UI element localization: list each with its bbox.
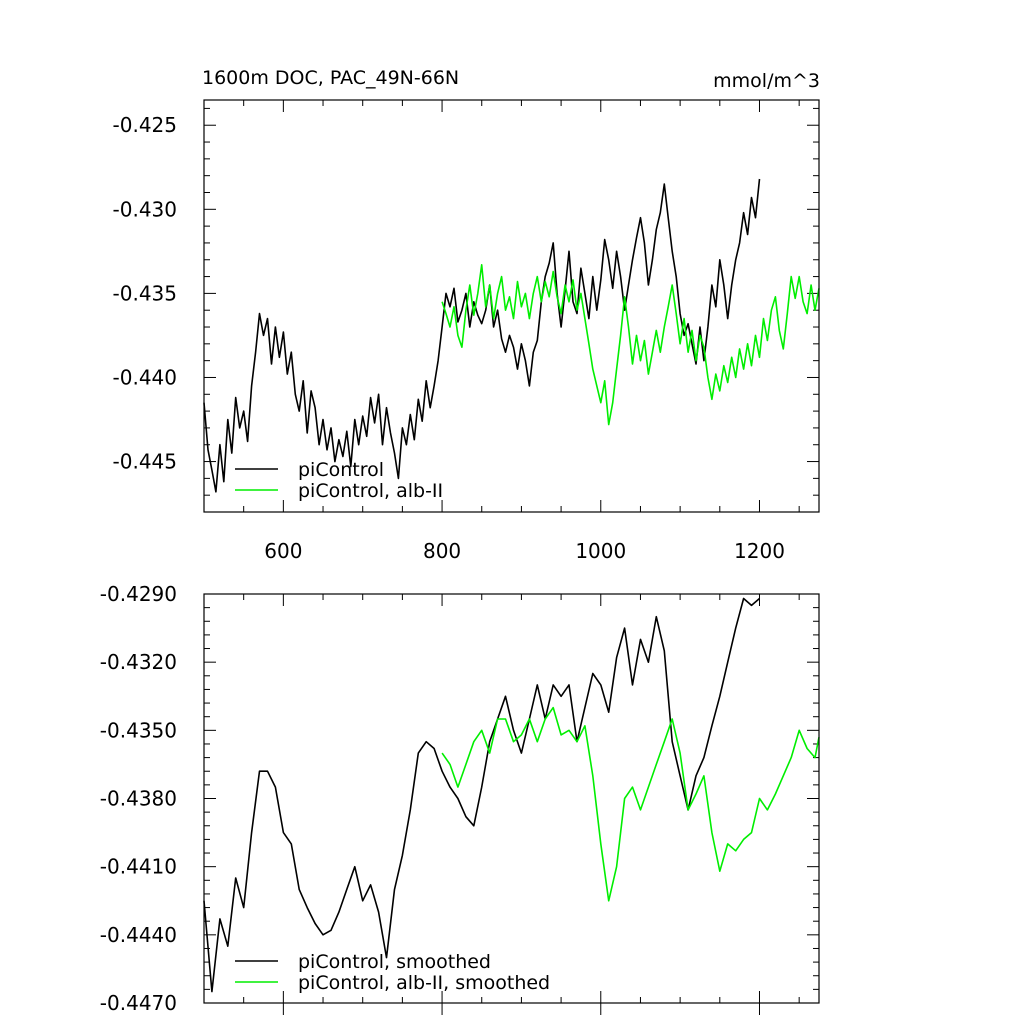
legend-label: piControl, alb-II, smoothed [298, 972, 550, 994]
legend-label: piControl, alb-II [298, 480, 443, 502]
x-tick-label: 1200 [734, 539, 785, 563]
y-tick-label: -0.440 [113, 365, 177, 389]
units-label: mmol/m^3 [713, 70, 820, 92]
x-tick-label: 800 [423, 539, 461, 563]
y-tick-labels: -0.425 -0.430 -0.435 -0.440 -0.445 [113, 113, 177, 473]
x-tick-label: 600 [264, 539, 302, 563]
legend-label: piControl [298, 459, 384, 481]
plot-frame [203, 593, 820, 1004]
y-tick-label: -0.4350 [100, 718, 177, 742]
x-tick-labels: 600 800 1000 1200 [264, 539, 785, 563]
x-tick-label: 1000 [575, 539, 626, 563]
tick-marks [203, 593, 819, 1015]
series-lines [203, 597, 820, 993]
y-tick-label: -0.4290 [100, 582, 177, 606]
y-tick-label: -0.4380 [100, 787, 177, 811]
legend: piControl, smoothed piControl, alb-II, s… [235, 951, 550, 994]
y-tick-label: -0.4320 [100, 650, 177, 674]
chart-title: 1600m DOC, PAC_49N-66N [202, 67, 459, 89]
y-tick-label: -0.430 [113, 197, 177, 221]
y-tick-label: -0.4440 [100, 923, 177, 947]
top-panel: 1600m DOC, PAC_49N-66N mmol/m^3 -0.425-0… [113, 67, 820, 563]
bottom-panel: -0.4290 -0.4320 -0.4350 -0.4380 -0.4410 -0.44… [100, 582, 820, 1015]
plot-frame [203, 99, 820, 513]
y-tick-label: -0.445 [113, 450, 177, 474]
legend: piControl piControl, alb-II [235, 459, 443, 502]
legend-label: piControl, smoothed [298, 951, 491, 973]
series-line [203, 178, 761, 493]
y-tick-label: -0.4470 [100, 991, 177, 1015]
series-line [441, 706, 820, 902]
y-tick-label: -0.435 [113, 281, 177, 305]
y-tick-label: -0.4410 [100, 855, 177, 879]
y-tick-label: -0.425 [113, 113, 177, 137]
series-line [203, 597, 761, 993]
series-lines [203, 178, 820, 493]
y-tick-labels: -0.4290 -0.4320 -0.4350 -0.4380 -0.4410 -0.44… [100, 582, 177, 1015]
series-line [441, 263, 820, 426]
